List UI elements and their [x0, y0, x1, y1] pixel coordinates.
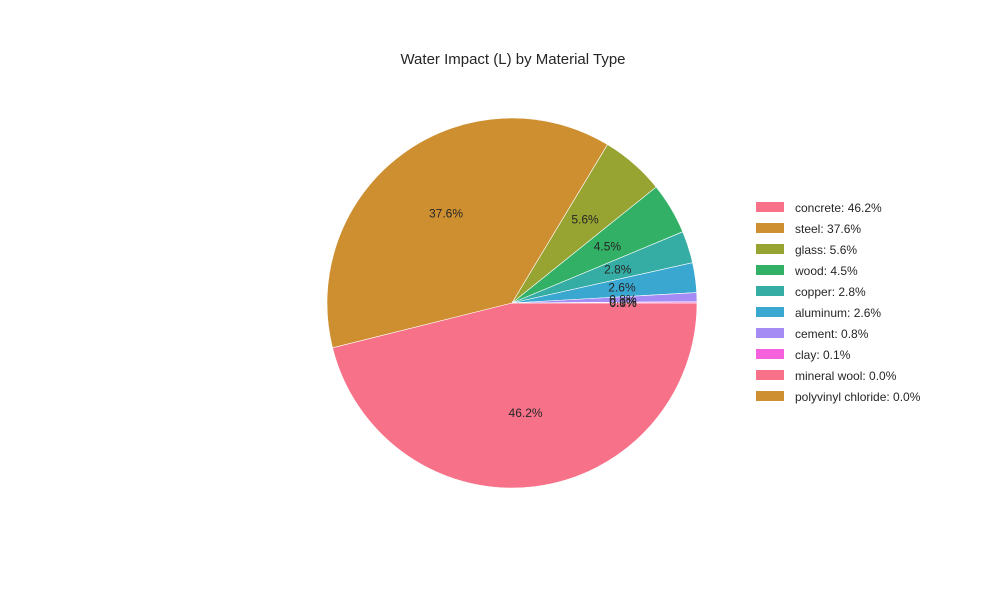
data-label-wood: 4.5% — [594, 239, 622, 253]
pie-slice-concrete — [332, 302, 698, 489]
legend-label-steel: steel: 37.6% — [795, 222, 861, 236]
data-label-copper: 2.8% — [604, 262, 632, 276]
legend-label-polyvinyl-chloride: polyvinyl chloride: 0.0% — [795, 390, 921, 404]
data-label-aluminum: 2.6% — [608, 281, 636, 295]
legend-label-concrete: concrete: 46.2% — [795, 201, 882, 215]
legend-swatch-cement — [756, 328, 784, 338]
legend-swatch-mineral-wool — [756, 370, 784, 380]
data-label-clay: 0.1% — [609, 296, 637, 310]
legend-label-wood: wood: 4.5% — [794, 264, 858, 278]
legend-label-cement: cement: 0.8% — [795, 327, 869, 341]
legend-swatch-glass — [756, 244, 784, 254]
legend-swatch-clay — [756, 349, 784, 359]
pie-slices — [326, 117, 698, 489]
legend-label-copper: copper: 2.8% — [795, 285, 866, 299]
legend-swatch-concrete — [756, 202, 784, 212]
legend-label-clay: clay: 0.1% — [795, 348, 851, 362]
pie-data-labels: 46.2%37.6% 5.6%4.5%2.8%2.6%0.8%0.1%0.0%0.… — [429, 207, 637, 420]
data-label-glass: 5.6% — [571, 212, 599, 226]
legend-swatch-copper — [756, 286, 784, 296]
chart-title: Water Impact (L) by Material Type — [400, 51, 625, 68]
data-label-polyvinyl-chloride: 0.0% — [609, 296, 637, 310]
legend-swatch-wood — [756, 265, 784, 275]
data-label-mineral-wool: 0.0% — [609, 296, 637, 310]
chart-legend: concrete: 46.2% steel: 37.6% glass: 5.6% wo… — [756, 201, 921, 404]
legend-label-aluminum: aluminum: 2.6% — [795, 306, 881, 320]
legend-label-glass: glass: 5.6% — [795, 243, 857, 257]
data-label-steel: 37.6% — [429, 207, 463, 221]
legend-swatch-polyvinyl-chloride — [756, 391, 784, 401]
data-label-concrete: 46.2% — [509, 406, 543, 420]
legend-swatch-steel — [756, 223, 784, 233]
legend-label-mineral-wool: mineral wool: 0.0% — [795, 369, 897, 383]
data-label-cement: 0.8% — [609, 293, 637, 307]
pie-slice-steel — [326, 117, 608, 349]
pie-slice-clay — [511, 301, 698, 304]
legend-swatch-aluminum — [756, 307, 784, 317]
